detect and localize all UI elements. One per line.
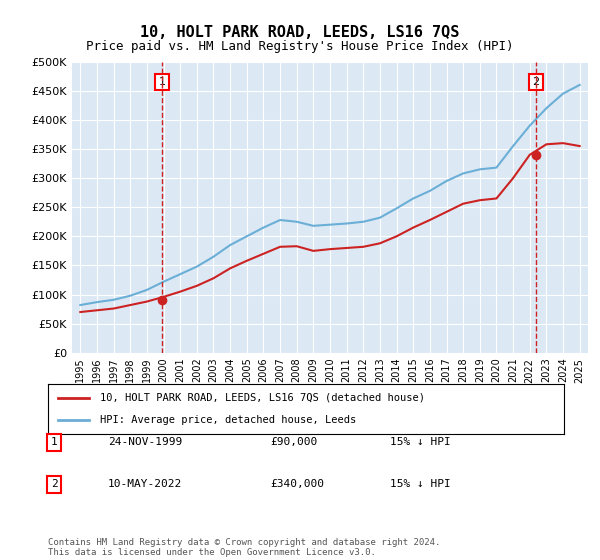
- Text: 15% ↓ HPI: 15% ↓ HPI: [390, 479, 451, 489]
- Text: 1: 1: [50, 437, 58, 447]
- Text: £90,000: £90,000: [270, 437, 317, 447]
- Text: 2: 2: [50, 479, 58, 489]
- Text: 24-NOV-1999: 24-NOV-1999: [108, 437, 182, 447]
- Text: 10-MAY-2022: 10-MAY-2022: [108, 479, 182, 489]
- Text: Price paid vs. HM Land Registry's House Price Index (HPI): Price paid vs. HM Land Registry's House …: [86, 40, 514, 53]
- Text: 2: 2: [532, 77, 539, 87]
- Text: 1: 1: [158, 77, 166, 87]
- Text: HPI: Average price, detached house, Leeds: HPI: Average price, detached house, Leed…: [100, 415, 356, 425]
- Text: 15% ↓ HPI: 15% ↓ HPI: [390, 437, 451, 447]
- Text: Contains HM Land Registry data © Crown copyright and database right 2024.
This d: Contains HM Land Registry data © Crown c…: [48, 538, 440, 557]
- Text: 10, HOLT PARK ROAD, LEEDS, LS16 7QS (detached house): 10, HOLT PARK ROAD, LEEDS, LS16 7QS (det…: [100, 393, 425, 403]
- Text: 10, HOLT PARK ROAD, LEEDS, LS16 7QS: 10, HOLT PARK ROAD, LEEDS, LS16 7QS: [140, 25, 460, 40]
- Text: £340,000: £340,000: [270, 479, 324, 489]
